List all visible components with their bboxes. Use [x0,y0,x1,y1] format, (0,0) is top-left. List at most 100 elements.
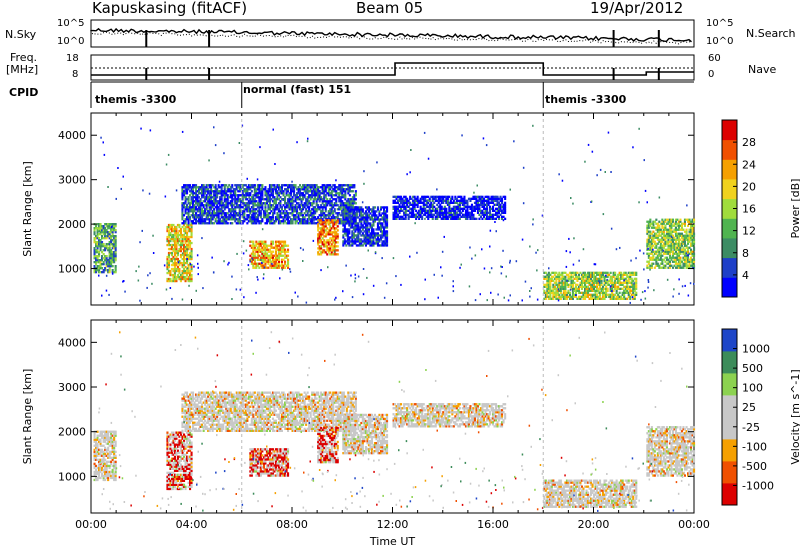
heatmap-cell [317,206,320,209]
heatmap-cell [268,196,271,199]
heatmap-cell [343,208,346,211]
heatmap-cell [668,220,671,223]
heatmap-cell [342,216,345,219]
heatmap-cell [172,275,175,279]
heatmap-cell [270,242,273,245]
heatmap-cell [167,251,170,255]
heatmap-cell [664,244,667,247]
heatmap-cell [448,215,451,218]
heatmap-cell [428,203,431,206]
heatmap-cell [187,200,190,203]
heatmap-cell [195,222,198,225]
heatmap-cell [442,213,445,216]
heatmap-cell [674,266,677,269]
heatmap-cell [366,242,369,245]
heatmap-cell [652,236,655,239]
heatmap-cell [646,224,649,227]
heatmap-cell [588,271,591,274]
heatmap-cell [470,217,473,220]
heatmap-cell [256,202,259,205]
heatmap-cell [605,281,608,284]
heatmap-cell [190,269,193,273]
heatmap-cell [312,190,315,193]
heatmap-cell [606,287,609,290]
heatmap-cell [656,256,659,259]
heatmap-cell [363,230,366,233]
heatmap-cell [271,190,274,193]
heatmap-cell [345,204,348,207]
heatmap-cell [561,273,564,276]
heatmap-cell [412,211,415,214]
heatmap-cell [258,262,261,265]
heatmap-cell [166,243,169,247]
heatmap-cell [333,241,336,244]
heatmap-cell [659,246,662,249]
heatmap-cell [348,216,351,219]
heatmap-cell [484,207,487,210]
heatmap-cell [277,250,280,253]
heatmap-cell [288,196,291,199]
heatmap-cell [186,251,189,255]
heatmap-cell [344,196,347,199]
heatmap-cell [448,211,451,214]
heatmap-cell [655,250,658,253]
heatmap-cell [213,192,216,195]
heatmap-cell [646,266,649,269]
heatmap-cell [201,212,204,215]
heatmap-cell [101,267,104,270]
heatmap-cell [665,258,668,261]
heatmap-cell [181,235,184,239]
heatmap-cell [101,255,104,258]
heatmap-cell [267,260,270,263]
heatmap-cell [348,230,351,233]
heatmap-cell [104,227,107,230]
heatmap-cell [588,281,591,284]
heatmap-cell [449,217,452,220]
heatmap-cell [650,262,653,265]
heatmap-cell [170,263,173,267]
heatmap-cell [279,212,282,215]
heatmap-cell [93,255,96,258]
heatmap-cell [96,251,99,254]
heatmap-cell [473,197,476,200]
heatmap-cell [649,236,652,239]
heatmap-cell [458,205,461,208]
heatmap-cell [550,279,553,282]
heatmap-cell [306,200,309,203]
heatmap-cell [279,254,282,257]
heatmap-cell [481,195,484,198]
heatmap-cell [630,273,633,276]
heatmap-cell [473,207,476,210]
heatmap-cell [187,235,190,239]
heatmap-cell [181,186,184,189]
heatmap-cell [661,226,664,229]
heatmap-cell [282,244,285,247]
heatmap-cell [192,220,195,223]
heatmap-cell [193,222,196,225]
heatmap-cell [183,249,186,253]
heatmap-cell [299,196,302,199]
heatmap-cell [442,217,445,220]
heatmap-cell [475,197,478,200]
heatmap-cell [649,234,652,237]
heatmap-cell [323,241,326,244]
heatmap-cell [190,222,193,225]
heatmap-cell [276,208,279,211]
heatmap-cell [379,226,382,229]
heatmap-cell [552,271,555,274]
heatmap-cell [635,285,638,288]
heatmap-cell [280,186,283,189]
heatmap-cell [367,234,370,237]
heatmap-cell [329,204,332,207]
heatmap-cell [231,208,234,211]
heatmap-cell [291,212,294,215]
heatmap-cell [659,234,662,237]
heatmap-cell [271,242,274,245]
heatmap-cell [190,225,193,229]
heatmap-cell [277,266,280,269]
heatmap-cell [404,215,407,218]
heatmap-cell [553,273,556,276]
heatmap-cell [181,218,184,221]
heatmap-cell [261,198,264,201]
heatmap-cell [369,226,372,229]
